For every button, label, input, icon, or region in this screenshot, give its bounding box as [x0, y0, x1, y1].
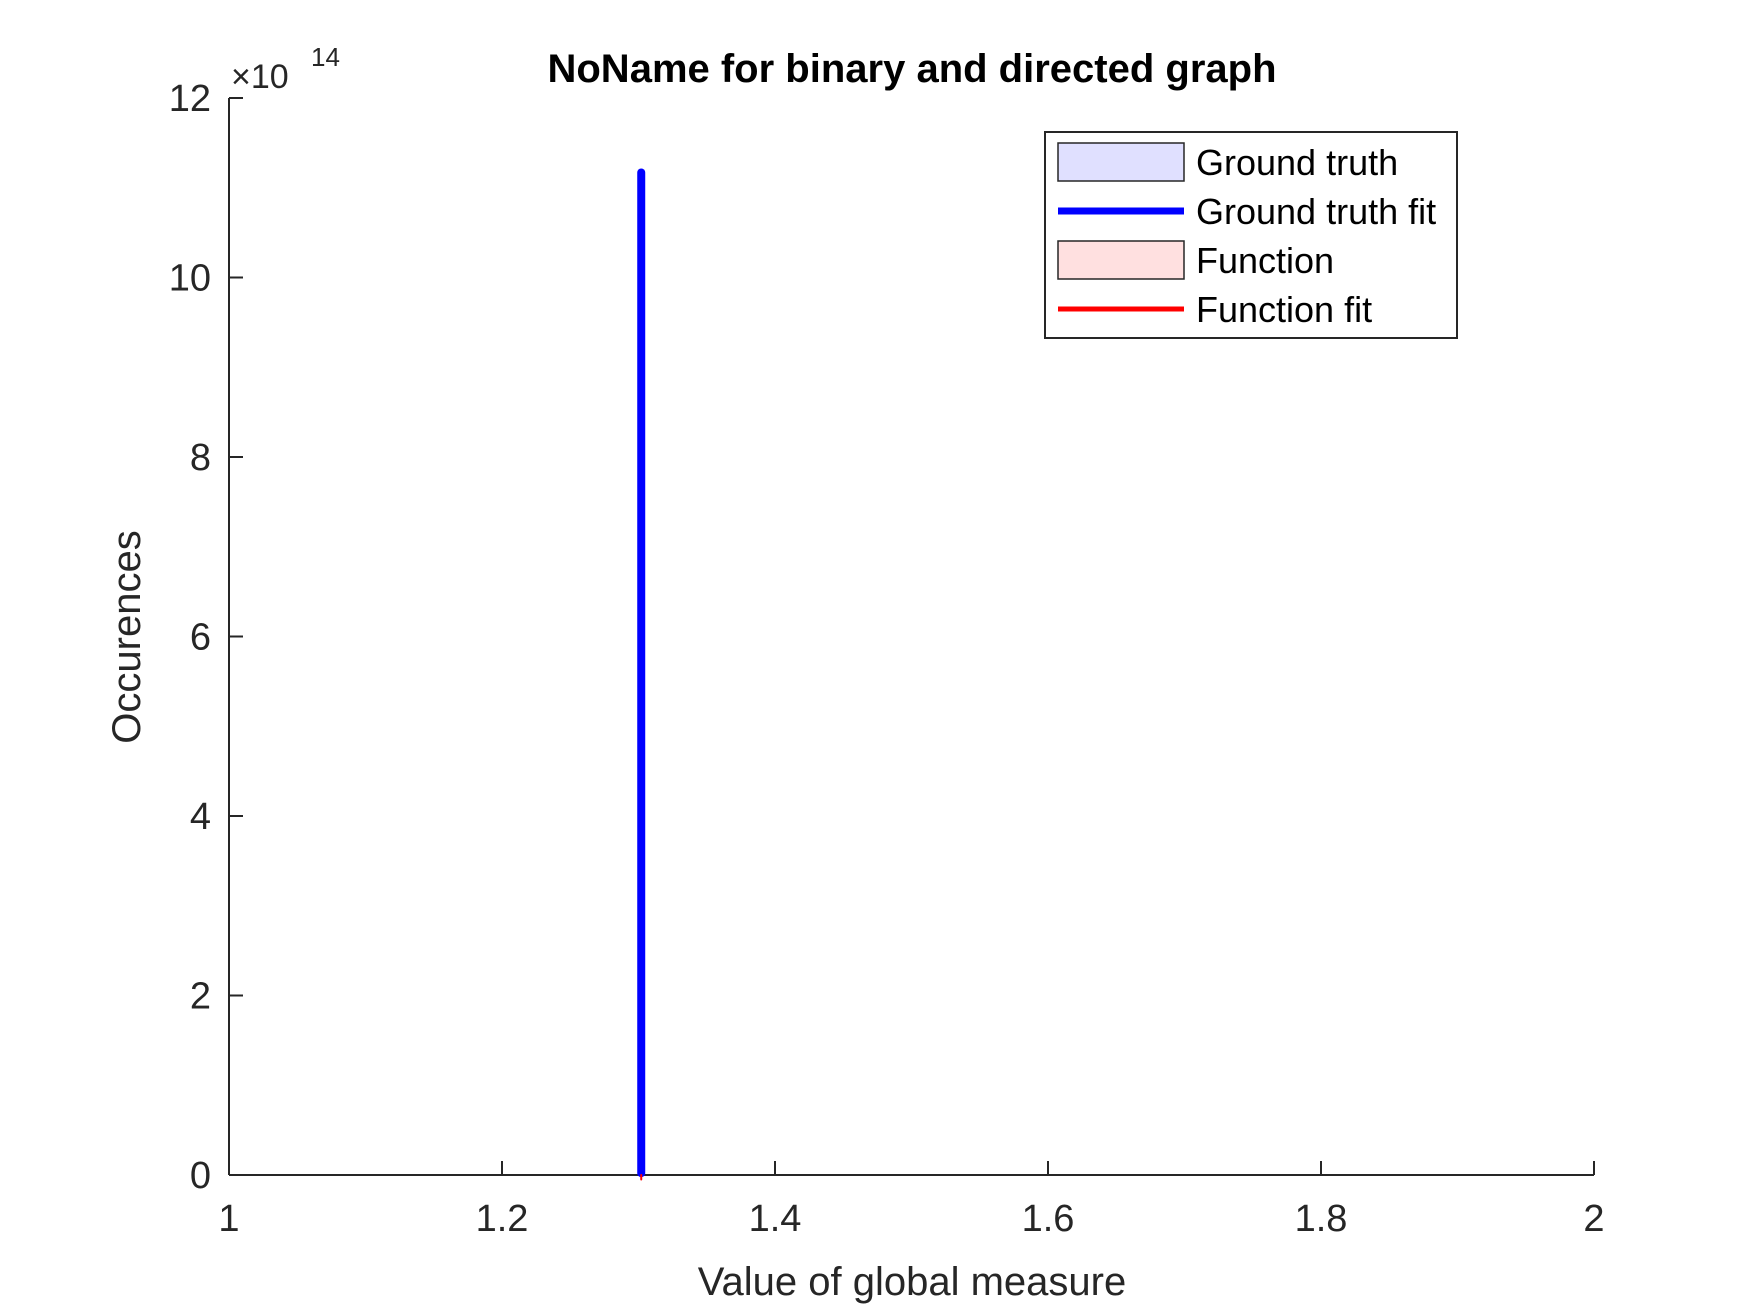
x-tick-label: 2 — [1583, 1198, 1604, 1240]
legend-label: Function fit — [1196, 289, 1372, 330]
axes: 1 1.2 1.4 1.6 1.8 2 0 2 4 6 8 10 12 — [169, 78, 1605, 1240]
x-tick-label: 1.4 — [749, 1198, 802, 1240]
legend-swatch — [1057, 142, 1185, 182]
y-axis-label: Occurences — [105, 530, 149, 743]
x-tick-label: 1.8 — [1295, 1198, 1348, 1240]
x-tick-label: 1 — [218, 1198, 239, 1240]
legend-label: Function — [1196, 240, 1334, 281]
legend-swatch — [1057, 240, 1185, 280]
y-tick-label: 12 — [169, 78, 211, 120]
chart-title: NoName for binary and directed graph — [547, 47, 1276, 91]
y-exponent-base: ×10 — [231, 58, 289, 96]
legend-entries: Ground truth Ground truth fit Function Func… — [1057, 142, 1436, 330]
y-tick-label: 4 — [190, 796, 211, 838]
x-axis-label: Value of global measure — [698, 1260, 1126, 1304]
y-exponent-power: 14 — [311, 42, 340, 72]
y-tick-label: 8 — [190, 437, 211, 479]
y-tick-label: 0 — [190, 1155, 211, 1197]
y-exponent-label: ×10 14 — [231, 42, 340, 96]
x-ticks: 1 1.2 1.4 1.6 1.8 2 — [218, 1161, 1605, 1240]
y-tick-label: 10 — [169, 258, 211, 300]
x-tick-label: 1.6 — [1022, 1198, 1075, 1240]
y-tick-label: 2 — [190, 976, 211, 1018]
legend: Ground truth Ground truth fit Function Func… — [1044, 131, 1458, 339]
legend-label: Ground truth — [1196, 142, 1398, 183]
x-tick-label: 1.2 — [476, 1198, 529, 1240]
y-ticks: 0 2 4 6 8 10 12 — [169, 78, 243, 1197]
y-tick-label: 6 — [190, 617, 211, 659]
legend-label: Ground truth fit — [1196, 191, 1436, 232]
